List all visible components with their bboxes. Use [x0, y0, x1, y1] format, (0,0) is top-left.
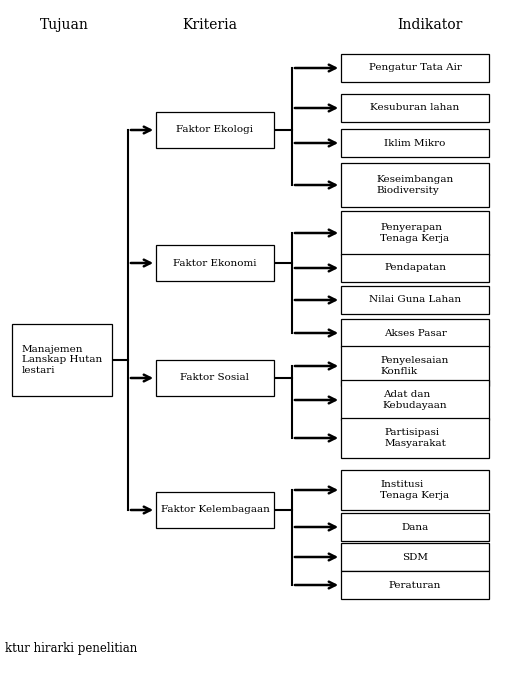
- Text: Manajemen
Lanskap Hutan
lestari: Manajemen Lanskap Hutan lestari: [22, 345, 102, 375]
- Text: Dana: Dana: [402, 523, 428, 532]
- Bar: [341, 346, 489, 386]
- Text: Iklim Mikro: Iklim Mikro: [384, 138, 446, 148]
- Bar: [341, 513, 489, 541]
- Text: Kriteria: Kriteria: [183, 18, 237, 32]
- Bar: [156, 360, 274, 396]
- Bar: [341, 254, 489, 282]
- Text: Adat dan
Kebudayaan: Adat dan Kebudayaan: [383, 391, 447, 410]
- Text: Faktor Sosial: Faktor Sosial: [180, 374, 249, 382]
- Bar: [341, 470, 489, 510]
- Text: Peraturan: Peraturan: [389, 580, 441, 589]
- Bar: [341, 129, 489, 157]
- Text: Partisipasi
Masyarakat: Partisipasi Masyarakat: [384, 428, 446, 447]
- Text: Indikator: Indikator: [397, 18, 463, 32]
- Text: Institusi
Tenaga Kerja: Institusi Tenaga Kerja: [380, 480, 450, 500]
- Text: Faktor Ekonomi: Faktor Ekonomi: [173, 258, 257, 268]
- Text: Akses Pasar: Akses Pasar: [384, 329, 447, 338]
- Bar: [341, 543, 489, 571]
- Bar: [156, 492, 274, 528]
- Bar: [341, 286, 489, 314]
- Text: ktur hirarki penelitian: ktur hirarki penelitian: [5, 642, 137, 655]
- Text: Kesuburan lahan: Kesuburan lahan: [371, 104, 460, 113]
- Text: SDM: SDM: [402, 553, 428, 561]
- Text: Keseimbangan
Biodiversity: Keseimbangan Biodiversity: [376, 176, 454, 195]
- Text: Faktor Ekologi: Faktor Ekologi: [176, 125, 254, 134]
- Bar: [341, 571, 489, 599]
- Text: Tujuan: Tujuan: [40, 18, 89, 32]
- Bar: [341, 163, 489, 207]
- Bar: [341, 94, 489, 122]
- Text: Pendapatan: Pendapatan: [384, 264, 446, 273]
- Text: Penyelesaian
Konflik: Penyelesaian Konflik: [381, 357, 449, 376]
- Text: Penyerapan
Tenaga Kerja: Penyerapan Tenaga Kerja: [380, 223, 450, 243]
- Text: Pengatur Tata Air: Pengatur Tata Air: [369, 64, 461, 73]
- Bar: [341, 211, 489, 255]
- Bar: [12, 324, 112, 396]
- Bar: [341, 380, 489, 420]
- Text: Nilai Guna Lahan: Nilai Guna Lahan: [369, 296, 461, 304]
- Bar: [341, 54, 489, 82]
- Bar: [341, 418, 489, 458]
- Text: Faktor Kelembagaan: Faktor Kelembagaan: [161, 506, 269, 515]
- Bar: [156, 112, 274, 148]
- Bar: [341, 319, 489, 347]
- Bar: [156, 245, 274, 281]
